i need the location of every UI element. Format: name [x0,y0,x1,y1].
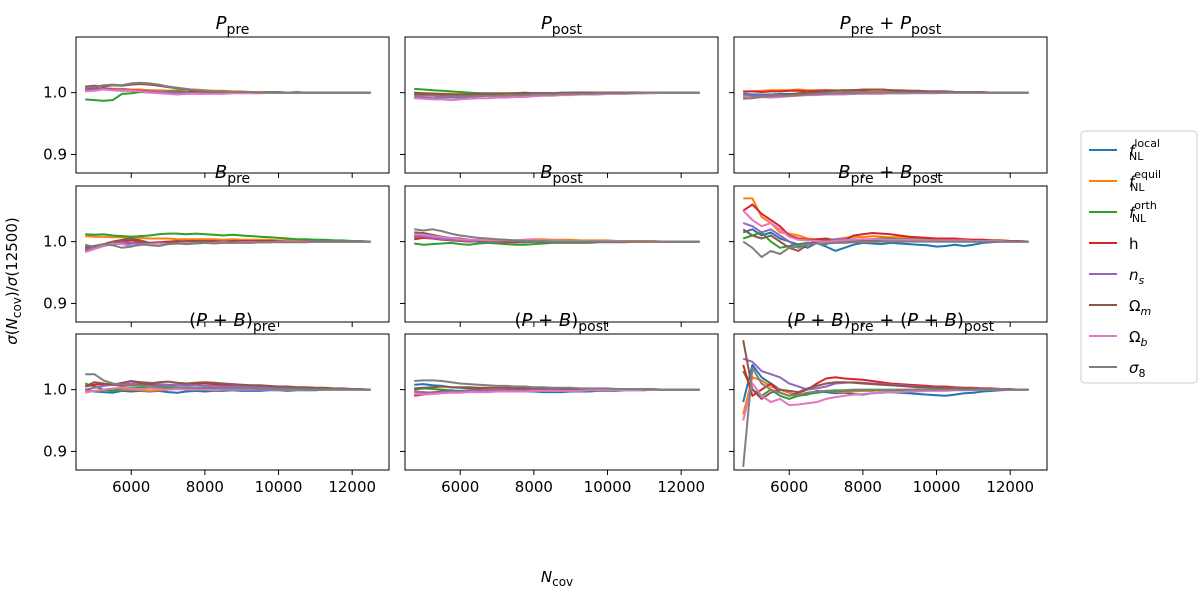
legend-label: Ωm [1129,297,1151,318]
y-tick-label: 0.9 [43,442,67,460]
axes-frame [404,36,719,174]
axes-frame [404,333,719,471]
panel-title: Ppost​ [541,13,583,38]
panel-title: (P + B)pre​ + (P + B)post​ [787,310,995,335]
axes-frame [733,333,1048,471]
x-axis-label: Ncov [541,568,573,589]
y-tick-label: 1.0 [43,84,67,102]
panel-5: Bpre​ + Bpost​ [729,162,1048,327]
series-line-7 [85,81,371,94]
panel-title: Ppre​ [216,13,250,38]
x-tick-label: 8000 [515,478,553,496]
series-line-7 [414,228,700,243]
series-line-7 [742,240,1029,259]
series-line-5 [84,380,371,391]
panel-title: (P + B)post​ [514,310,609,335]
x-tick-label: 12000 [657,478,705,496]
legend-label: flocal NL [1129,137,1160,163]
series-line-2 [85,232,371,243]
panel-4: Bpost​ [400,162,719,327]
series-line-3 [742,203,1029,243]
y-axis-label: σ(Ncov)/σ(12500) [3,217,24,345]
series-line-7 [84,240,371,249]
x-tick-label: 10000 [255,478,303,496]
axes-frame [733,185,1048,323]
legend-label: σ8 [1129,359,1146,380]
panel-title: Ppre​ + Ppost​ [840,13,942,38]
x-tick-label: 8000 [186,478,224,496]
series-line-7 [414,91,700,98]
x-tick-label: 12000 [986,478,1034,496]
series-line-7 [414,379,700,391]
legend-label: forth NL [1129,199,1157,225]
panel-1: Ppost​ [400,13,719,178]
x-tick-label: 10000 [913,478,961,496]
axes-frame [75,185,390,323]
panel-title: Bpre​ + Bpost​ [838,162,943,187]
panel-title: Bpre​ [215,162,250,187]
y-tick-label: 1.0 [43,233,67,251]
panel-title: (P + B)pre​ [189,310,276,335]
x-tick-label: 6000 [441,478,479,496]
axes-frame [75,333,390,471]
series-line-7 [743,91,1029,100]
axes-frame [404,185,719,323]
y-tick-label: 1.0 [43,381,67,399]
series-line-7 [85,373,371,391]
legend-label: Ωb [1129,328,1147,349]
y-tick-label: 0.9 [43,145,67,163]
panel-3: Bpre​ 0.9 1.0 [43,162,390,327]
x-tick-label: 6000 [112,478,150,496]
x-tick-label: 6000 [770,478,808,496]
panel-6: (P + B)pre​ 0.9 1.0 6000 8000 10000 12000 [43,310,390,496]
legend-label: fequil NL [1129,168,1161,194]
axes-frame [75,36,390,174]
legend-label: ns [1129,266,1145,287]
x-tick-label: 12000 [328,478,376,496]
axes-frame [733,36,1048,174]
legend-box [1080,130,1198,384]
legend-label: h [1129,235,1139,253]
x-tick-label: 8000 [844,478,882,496]
panel-7: (P + B)post​ 6000 8000 10000 12000 [400,310,719,496]
panel-title: Bpost​ [540,162,583,187]
panel-8: (P + B)pre​ + (P + B)post​ 6000 8000 10000 1… [729,310,1048,496]
x-tick-label: 10000 [584,478,632,496]
legend: flocal NL fequil NL forth NL h ns Ωm Ωb σ8 [1080,130,1198,384]
y-tick-label: 0.9 [43,294,67,312]
panel-0: Ppre​ 0.9 1.0 [43,13,390,178]
panel-2: Ppre​ + Ppost​ [729,13,1048,178]
series-line-7 [742,367,1029,467]
